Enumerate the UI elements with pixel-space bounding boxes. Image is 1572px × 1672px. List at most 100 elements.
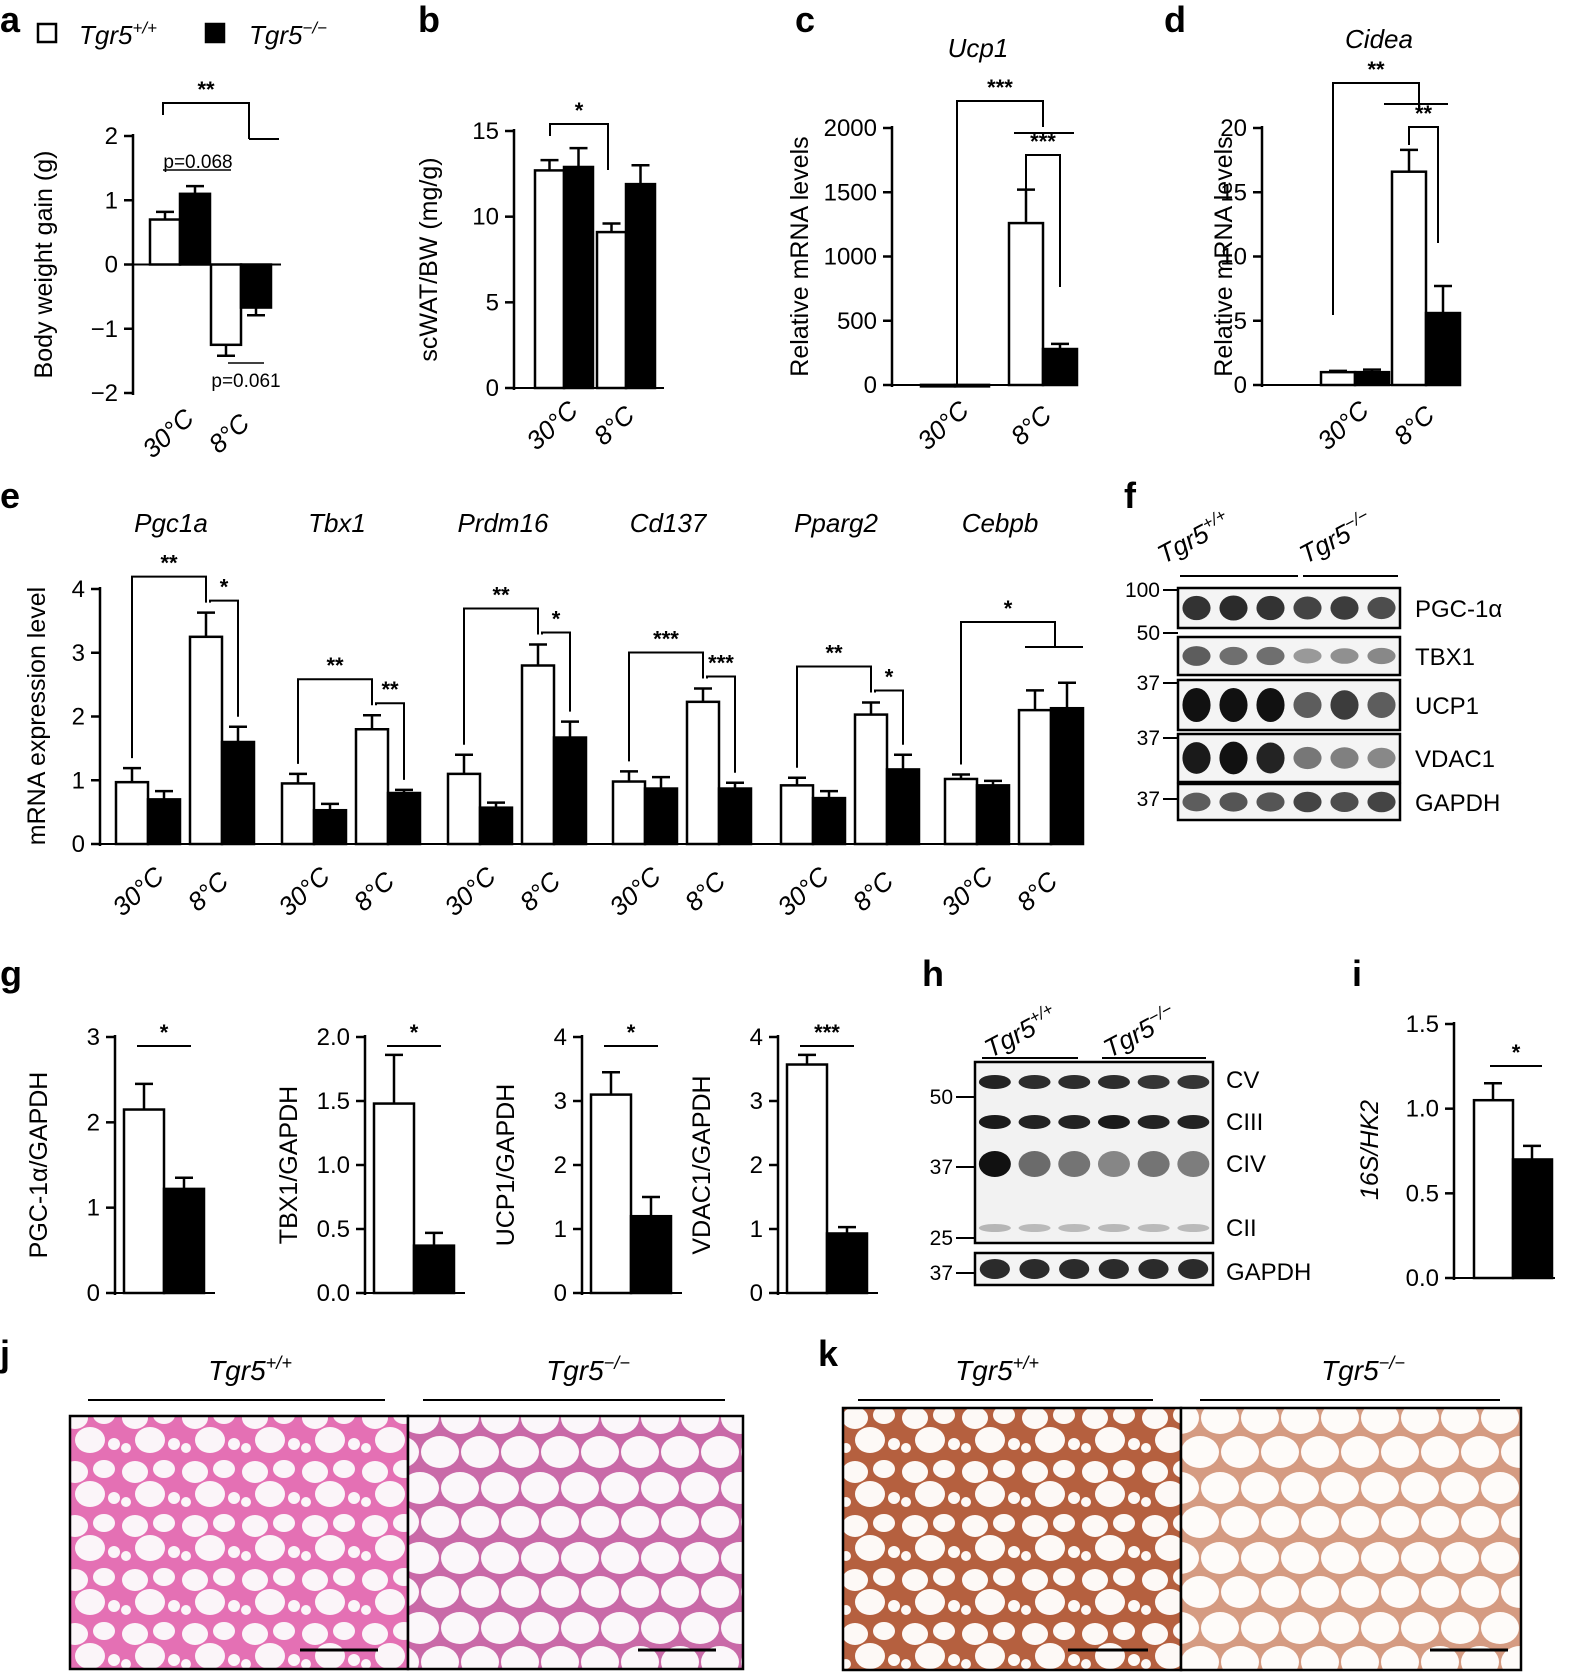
panel-b-category: 30°C bbox=[520, 395, 583, 456]
panel-letter-h: h bbox=[922, 953, 944, 994]
panel-a-y-tick-label: −2 bbox=[91, 380, 118, 407]
panel-letter-i: i bbox=[1352, 953, 1362, 994]
panel-g-1-ylabel: TBX1/GAPDH bbox=[275, 1086, 303, 1244]
panel-g-2-bar-wt bbox=[589, 1093, 633, 1295]
panel-f-blot-1-band bbox=[1219, 646, 1248, 666]
panel-e-gene-title: Prdm16 bbox=[457, 508, 549, 538]
panel-d-category: 30°C bbox=[1311, 395, 1374, 456]
panel-c-y-tick-label: 1000 bbox=[824, 244, 877, 271]
panel-h-band-0 bbox=[1097, 1075, 1130, 1089]
panel-f-marker: 50 bbox=[1137, 622, 1160, 645]
panel-g-3-y-tick-label: 1 bbox=[750, 1216, 763, 1243]
panel-g-1-y-tick-label: 1.0 bbox=[317, 1152, 350, 1179]
panel-h-band-0 bbox=[1137, 1075, 1170, 1089]
panel-h-band-2 bbox=[1137, 1151, 1170, 1177]
panel-e-bar-Cd137-0 bbox=[611, 780, 647, 846]
panel-h-band-3 bbox=[1058, 1224, 1091, 1232]
panel-h-band-label: CV bbox=[1226, 1067, 1259, 1094]
panel-a-y-tick-label: 2 bbox=[105, 123, 118, 150]
panel-e-category: 8°C bbox=[514, 865, 567, 917]
panel-g-1-y-tick-label: 2.0 bbox=[317, 1024, 350, 1051]
panel-h-group-ko: Tgr5−/− bbox=[1098, 999, 1182, 1063]
panel-f-blot-2-frame bbox=[1176, 678, 1402, 732]
panel-h-band-1 bbox=[1018, 1115, 1051, 1129]
panel-g-3-bar-wt bbox=[785, 1063, 829, 1295]
panel-h-band-1 bbox=[1097, 1115, 1130, 1129]
panel-h-band-label: GAPDH bbox=[1226, 1259, 1311, 1286]
panel-h-band-0 bbox=[978, 1075, 1011, 1089]
panel-h-band-2 bbox=[1018, 1151, 1051, 1177]
panel-e-bar-Tbx1-1 bbox=[312, 808, 348, 846]
panel-e-bracket-Pgc1a-2 bbox=[209, 599, 239, 717]
panel-a-y-tick-label: 1 bbox=[105, 187, 118, 214]
panel-f-group-wt: Tgr5+/+ bbox=[1152, 505, 1236, 569]
panel-e-bracket-Tbx1-1-stars: ** bbox=[326, 653, 344, 678]
panel-letter-d: d bbox=[1164, 0, 1186, 40]
panel-h-band-1 bbox=[1177, 1115, 1210, 1129]
panel-f-marker: 37 bbox=[1137, 672, 1160, 695]
panel-g-0-y-tick-label: 1 bbox=[87, 1195, 100, 1222]
panel-b-y-tick-label: 15 bbox=[472, 118, 499, 145]
panel-g-1-y-tick-label: 0.0 bbox=[317, 1280, 350, 1307]
panel-g-3-stars: *** bbox=[814, 1020, 840, 1045]
panel-h-band-label: CIII bbox=[1226, 1109, 1263, 1136]
panel-g-3-ylabel: VDAC1/GAPDH bbox=[688, 1075, 716, 1254]
panel-d-ylabel: Relative mRNA levels bbox=[1210, 136, 1238, 376]
panel-f-blot-4-band bbox=[1182, 792, 1211, 812]
panel-f-marker: 37 bbox=[1137, 727, 1160, 750]
panel-c-y-tick-label: 500 bbox=[837, 308, 877, 335]
panel-e-bracket-Cd137-2 bbox=[706, 675, 736, 773]
panel-f-band-label: TBX1 bbox=[1415, 644, 1475, 671]
panel-c-title: Ucp1 bbox=[948, 33, 1009, 63]
panel-a-y-tick-label: −1 bbox=[91, 316, 118, 343]
panel-g-3-y-tick-label: 2 bbox=[750, 1152, 763, 1179]
panel-a-bar-wt-0 bbox=[148, 218, 182, 266]
panel-g-0-ylabel: PGC-1α/GAPDH bbox=[25, 1072, 53, 1259]
panel-e-bar-Pgc1a-0 bbox=[114, 780, 150, 846]
panel-e-bracket-Tbx1-1 bbox=[297, 678, 373, 764]
panel-e-bracket-Cebpb-stars: * bbox=[1004, 596, 1013, 621]
panel-f-blot-3-band bbox=[1256, 742, 1285, 774]
panel-b-bar-ko-0 bbox=[562, 165, 595, 390]
panel-d-bracket-2 bbox=[1408, 126, 1439, 243]
panel-b-y-tick-label: 5 bbox=[486, 289, 499, 316]
panel-f-blot-4-band bbox=[1256, 792, 1285, 812]
panel-e-bar-Tbx1-3 bbox=[386, 791, 422, 846]
panel-e-category: 30°C bbox=[438, 861, 501, 922]
panel-e-bracket-Prdm16-1 bbox=[463, 607, 539, 745]
panel-d-y-tick-label: 5 bbox=[1234, 308, 1247, 335]
panel-a-bar-wt-1 bbox=[209, 263, 243, 347]
panel-e-bracket-Pparg2-1 bbox=[796, 665, 872, 768]
panel-h-blot-frame bbox=[973, 1060, 1215, 1245]
panel-f-blot-0-band bbox=[1293, 596, 1322, 620]
panel-e-gene-title: Tbx1 bbox=[308, 508, 366, 538]
panel-g-2-y-tick-label: 4 bbox=[554, 1024, 567, 1051]
panel-f-blot-3-band bbox=[1367, 747, 1396, 769]
panel-f-blot-2-band bbox=[1256, 688, 1285, 722]
panel-e-bracket-Cebpb bbox=[960, 621, 1056, 765]
panel-e-category: 8°C bbox=[847, 865, 900, 917]
panel-e-bar-Prdm16-1 bbox=[478, 806, 514, 846]
panel-d-title: Cidea bbox=[1345, 24, 1413, 54]
panel-j-image-ko bbox=[406, 1414, 745, 1671]
panel-f-blot-0-band bbox=[1330, 596, 1359, 620]
panel-e-gene-title: Pparg2 bbox=[794, 508, 878, 538]
panel-e-bracket-Pgc1a-1 bbox=[131, 575, 207, 759]
panel-c-bracket-1 bbox=[956, 100, 1044, 385]
panel-f-blot-4-band bbox=[1367, 791, 1396, 813]
panel-i-stars: * bbox=[1512, 1040, 1521, 1065]
panel-letter-c: c bbox=[795, 0, 815, 40]
panel-e-bracket-Pparg2-2 bbox=[874, 689, 904, 745]
panel-f-blot-3-band bbox=[1182, 742, 1211, 774]
panel-f-band-label: VDAC1 bbox=[1415, 746, 1495, 773]
panel-c-ylabel: Relative mRNA levels bbox=[786, 136, 814, 376]
panel-f-band-label: PGC-1α bbox=[1415, 596, 1502, 623]
panel-e-bar-Tbx1-0 bbox=[280, 782, 316, 846]
panel-g-1-stars: * bbox=[410, 1020, 419, 1045]
panel-d-bracket-1-stars: ** bbox=[1367, 57, 1385, 82]
panel-e-y-tick-label: 1 bbox=[72, 767, 85, 794]
panel-h-band-2 bbox=[1177, 1151, 1210, 1177]
panel-e-bracket-Prdm16-1-stars: ** bbox=[492, 582, 510, 607]
panel-e-category: 8°C bbox=[182, 865, 235, 917]
panel-d-bar-wt-1 bbox=[1390, 170, 1428, 387]
